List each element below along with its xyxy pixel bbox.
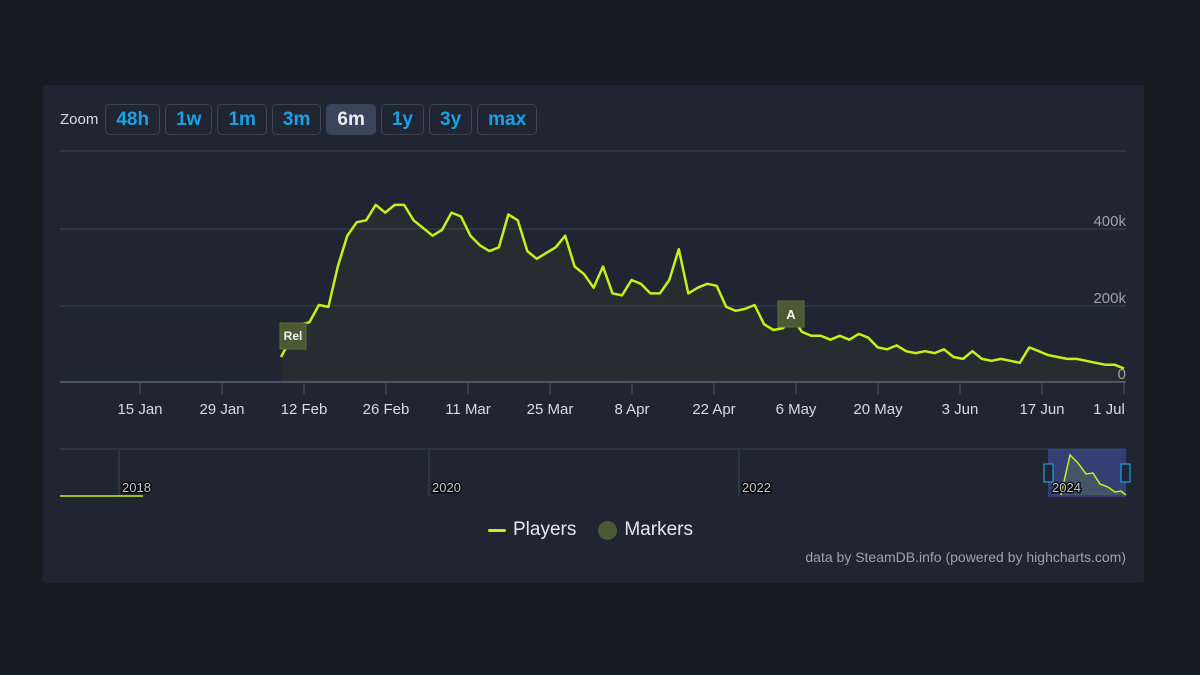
chart-svg: 400k 200k 0 15 Jan 29 Jan 12 Feb 26 Feb … (60, 150, 1131, 497)
zoom-1m-button[interactable]: 1m (217, 104, 267, 135)
y-tick-label: 200k (1093, 290, 1126, 307)
x-tick-label: 6 May (776, 401, 817, 418)
x-tick-label: 26 Feb (363, 401, 410, 418)
navigator-selection[interactable] (1048, 449, 1126, 497)
navigator-year: 2020 (432, 480, 461, 495)
zoom-selector: Zoom 48h 1w 1m 3m 6m 1y 3y max (60, 104, 538, 135)
navigator-year: 2022 (742, 480, 771, 495)
x-tick-label: 29 Jan (199, 401, 244, 418)
chart-panel: Zoom 48h 1w 1m 3m 6m 1y 3y max 400k 200k… (43, 85, 1144, 583)
legend-markers[interactable]: Markers (598, 519, 693, 541)
x-tick-label: 25 Mar (527, 401, 574, 418)
zoom-3m-button[interactable]: 3m (271, 104, 322, 135)
zoom-max-button[interactable]: max (477, 104, 538, 135)
marker-a[interactable]: A (777, 300, 805, 328)
navigator-handle-right[interactable] (1120, 463, 1131, 483)
legend-markers-label: Markers (624, 519, 693, 540)
x-tick-label: 1 Jul (1093, 401, 1125, 418)
y-tick-label: 400k (1093, 213, 1126, 230)
x-tick-label: 8 Apr (614, 401, 649, 418)
x-tick-label: 11 Mar (445, 401, 491, 418)
navigator-year: 2018 (122, 480, 151, 495)
x-tick-label: 17 Jun (1019, 401, 1064, 418)
navigator-year: 2024 (1052, 480, 1081, 495)
marker-label: A (786, 307, 796, 322)
zoom-3y-button[interactable]: 3y (429, 104, 473, 135)
x-tick-label: 12 Feb (281, 401, 328, 418)
legend: Players Markers (488, 519, 693, 541)
navigator-handle-left[interactable] (1043, 463, 1054, 483)
line-icon (488, 528, 506, 532)
x-tick-label: 3 Jun (942, 401, 979, 418)
x-tick-label: 22 Apr (692, 401, 735, 418)
zoom-48h-button[interactable]: 48h (105, 104, 161, 135)
y-tick-label: 0 (1118, 366, 1126, 383)
marker-label: Rel (284, 329, 303, 343)
zoom-6m-button[interactable]: 6m (326, 104, 376, 135)
zoom-label: Zoom (60, 111, 99, 128)
x-tick-label: 15 Jan (117, 401, 162, 418)
players-area (281, 204, 1124, 382)
circle-icon (598, 520, 618, 540)
legend-players[interactable]: Players (488, 519, 576, 541)
legend-players-label: Players (513, 519, 577, 540)
zoom-1w-button[interactable]: 1w (165, 104, 213, 135)
marker-rel[interactable]: Rel (279, 322, 307, 350)
zoom-1y-button[interactable]: 1y (380, 104, 424, 135)
x-tick-label: 20 May (853, 401, 903, 418)
players-line[interactable] (279, 203, 1125, 370)
navigator[interactable]: 2018 2020 2022 2024 (60, 448, 1131, 497)
credits-link[interactable]: data by SteamDB.info (powered by highcha… (805, 549, 1126, 565)
